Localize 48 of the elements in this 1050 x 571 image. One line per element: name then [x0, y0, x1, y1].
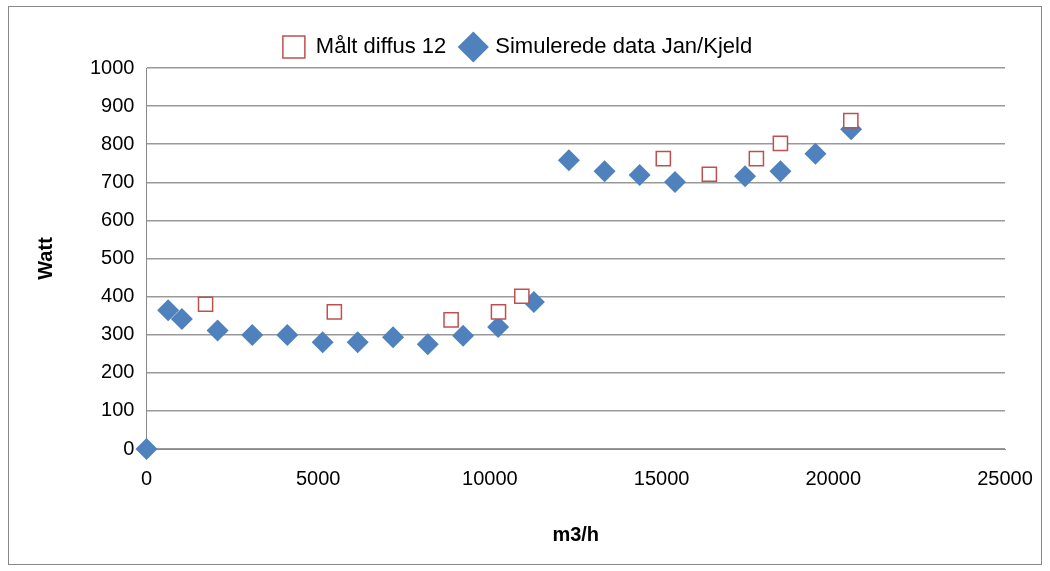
y-tick-label: 700 [101, 169, 135, 192]
point [772, 135, 789, 152]
point [326, 304, 343, 320]
point [769, 160, 792, 183]
point [748, 150, 765, 167]
y-tick-label: 800 [101, 131, 135, 154]
x-tick-label: 20000 [805, 466, 862, 489]
point [701, 166, 718, 183]
point [734, 165, 757, 188]
y-tick-label: 1000 [89, 55, 135, 78]
point [593, 160, 616, 183]
point [514, 288, 530, 305]
y-tick-label: 100 [101, 398, 135, 421]
x-tick-label: 25000 [977, 466, 1033, 489]
point [490, 304, 507, 320]
y-tick-label: 500 [101, 246, 135, 269]
point [170, 308, 193, 331]
y-tick-label: 0 [123, 436, 135, 459]
x-tick-label: 10000 [462, 466, 518, 489]
y-tick-label: 600 [101, 207, 135, 230]
point [663, 170, 686, 193]
point [311, 331, 334, 354]
y-tick-label: 400 [101, 284, 135, 307]
point [655, 150, 672, 167]
x-tick-label: 15000 [633, 466, 690, 489]
point [276, 324, 299, 347]
point [804, 142, 827, 165]
point [628, 164, 651, 187]
y-tick-label: 200 [101, 360, 135, 383]
point [241, 324, 264, 347]
y-tick-label: 900 [101, 93, 135, 116]
x-axis-title: m3/h [552, 522, 600, 545]
point [557, 149, 580, 172]
x-tick-label: 0 [140, 466, 153, 489]
y-axis-title: Watt [33, 236, 56, 280]
x-tick-label: 5000 [295, 466, 341, 489]
y-tick-label: 300 [101, 322, 135, 345]
legend-label: Simulerede data Jan/Kjeld [495, 33, 753, 59]
legend-label: Målt diffus 12 [315, 33, 447, 59]
point [452, 324, 475, 347]
point [206, 319, 229, 342]
point [197, 296, 214, 313]
point [382, 326, 405, 349]
point [135, 438, 158, 460]
point [842, 112, 859, 129]
point [346, 331, 369, 354]
point [416, 333, 439, 356]
point [157, 299, 180, 322]
